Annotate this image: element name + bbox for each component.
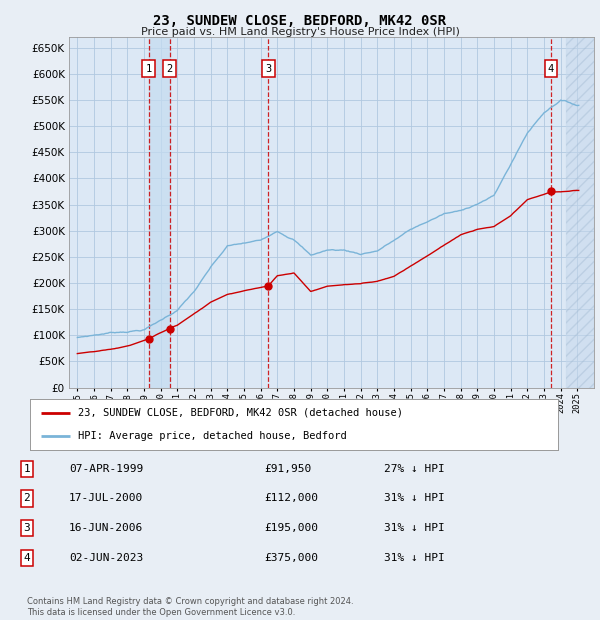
Text: 07-APR-1999: 07-APR-1999 [69,464,143,474]
Text: 4: 4 [548,64,554,74]
Bar [149,37,170,387]
Text: 3: 3 [23,523,31,533]
Text: 31% ↓ HPI: 31% ↓ HPI [384,523,445,533]
Text: 31% ↓ HPI: 31% ↓ HPI [384,553,445,563]
Text: Contains HM Land Registry data © Crown copyright and database right 2024.
This d: Contains HM Land Registry data © Crown c… [27,598,353,617]
Text: 23, SUNDEW CLOSE, BEDFORD, MK42 0SR: 23, SUNDEW CLOSE, BEDFORD, MK42 0SR [154,14,446,28]
Text: 17-JUL-2000: 17-JUL-2000 [69,494,143,503]
Text: 3: 3 [265,64,271,74]
Bar [566,37,594,387]
Text: £375,000: £375,000 [264,553,318,563]
Text: 31% ↓ HPI: 31% ↓ HPI [384,494,445,503]
Text: 02-JUN-2023: 02-JUN-2023 [69,553,143,563]
Text: 1: 1 [23,464,31,474]
Text: 2: 2 [23,494,31,503]
Text: 16-JUN-2006: 16-JUN-2006 [69,523,143,533]
Text: Price paid vs. HM Land Registry's House Price Index (HPI): Price paid vs. HM Land Registry's House … [140,27,460,37]
Text: £195,000: £195,000 [264,523,318,533]
Text: 2: 2 [167,64,173,74]
Text: £112,000: £112,000 [264,494,318,503]
Text: 27% ↓ HPI: 27% ↓ HPI [384,464,445,474]
Text: 4: 4 [23,553,31,563]
Text: 23, SUNDEW CLOSE, BEDFORD, MK42 0SR (detached house): 23, SUNDEW CLOSE, BEDFORD, MK42 0SR (det… [77,408,403,418]
Bar [566,37,594,387]
Text: HPI: Average price, detached house, Bedford: HPI: Average price, detached house, Bedf… [77,432,346,441]
Text: 1: 1 [145,64,152,74]
Text: £91,950: £91,950 [264,464,311,474]
